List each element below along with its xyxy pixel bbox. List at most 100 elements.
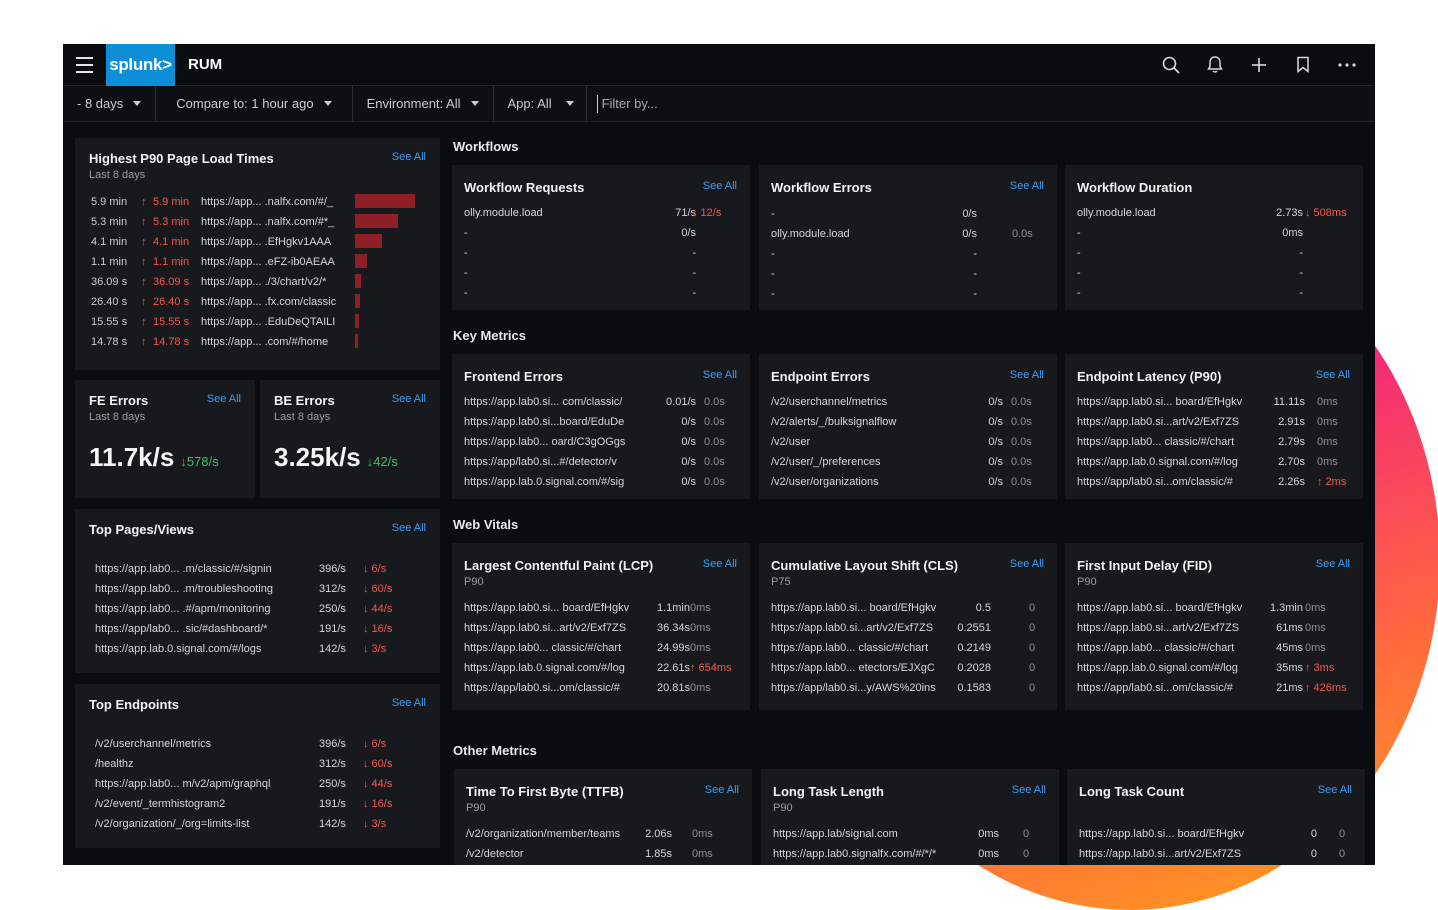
see-all-link[interactable]: See All xyxy=(1009,369,1044,381)
metric-row[interactable]: https://app/lab0.si...om/classic/# 2.26s ↑… xyxy=(1065,476,1363,496)
page-row[interactable]: https://app/lab0... .sic/#dashboard/* 191… xyxy=(75,623,440,643)
metric-row[interactable]: - 0/s xyxy=(759,208,1057,228)
metric-row[interactable]: https://app.lab0.si...board/EduDe 0/s 0.0s xyxy=(452,416,750,436)
see-all-link[interactable]: See All xyxy=(1011,784,1046,796)
row-rate: 396/s xyxy=(319,738,346,750)
page-row[interactable]: https://app.lab0... .m/troubleshooting 31… xyxy=(75,583,440,603)
metric-row[interactable]: https://app.lab0.si... board/EfHgkv 1.3mi… xyxy=(1065,602,1363,622)
metric-row[interactable]: - 0/s xyxy=(452,227,750,247)
metric-row[interactable]: -- xyxy=(759,288,1057,308)
metric-row[interactable]: /v2/alerts/_/bulksignalflow 0/s 0.0s xyxy=(759,416,1057,436)
metric-row[interactable]: -- xyxy=(452,267,750,287)
metric-row[interactable]: https://app.lab0.si... board/EfHgkv 0 0 xyxy=(1067,828,1365,848)
endpoint-row[interactable]: /v2/event/_termhistogram2 191/s ↓ 16/s xyxy=(75,798,440,818)
p90-row[interactable]: 1.1 min ↑ 1.1 min https://app... .eFZ-ib0AE… xyxy=(75,254,440,276)
metric-row[interactable]: https://app.lab0.si... board/EfHgkv 1.1mi… xyxy=(452,602,750,622)
metric-row[interactable]: https://app/lab0.si...om/classic/# 21ms ↑ … xyxy=(1065,682,1363,702)
see-all-link[interactable]: See All xyxy=(702,558,737,570)
metric-row[interactable]: -- xyxy=(452,247,750,267)
metric-row[interactable]: /v2/organization/member/teams 2.06s 0ms xyxy=(454,828,752,848)
see-all-link[interactable]: See All xyxy=(391,697,426,709)
environment-dropdown[interactable]: Environment: All xyxy=(353,85,494,122)
see-all-link[interactable]: See All xyxy=(391,522,426,534)
search-icon[interactable] xyxy=(1149,44,1193,86)
metric-row[interactable]: https://app.lab0... classic/#/chart 2.79s… xyxy=(1065,436,1363,456)
metric-row[interactable]: https://app.lab0... oard/C3gOGgs 0/s 0.0s xyxy=(452,436,750,456)
page-row[interactable]: https://app.lab0... .m/classic/#/signin 3… xyxy=(75,563,440,583)
metric-row[interactable]: https://app.lab0.si...art/v2/Exf7ZS 0.255… xyxy=(759,622,1057,642)
metric-row[interactable]: https://app.lab.0.signal.com/#/log 35ms ↑ … xyxy=(1065,662,1363,682)
bell-icon[interactable] xyxy=(1193,44,1237,86)
endpoint-row[interactable]: /v2/organization/_/org=limits-list 142/s ↓… xyxy=(75,818,440,838)
metric-row[interactable]: https://app.lab0... classic/#/chart 0.214… xyxy=(759,642,1057,662)
p90-row[interactable]: 14.78 s ↑ 14.78 s https://app... .com/#/hom… xyxy=(75,334,440,356)
metric-row[interactable]: https://app.lab.0.signal.com/#/log 2.70s 0… xyxy=(1065,456,1363,476)
metric-row[interactable]: https://app.lab/signal.com 0ms 0 xyxy=(761,828,1059,848)
metric-row[interactable]: /v2/detector 1.85s 0ms xyxy=(454,848,752,865)
metric-row[interactable]: olly.module.load 71/s ↓ 12/s xyxy=(452,207,750,227)
metric-row[interactable]: https://app/lab0.si...y/AWS%20ins 0.1583 0 xyxy=(759,682,1057,702)
endpoint-row[interactable]: /healthz 312/s ↓ 60/s xyxy=(75,758,440,778)
p90-row[interactable]: 5.3 min ↑ 5.3 min https://app... .nalfx.com… xyxy=(75,214,440,236)
p90-row[interactable]: 36.09 s ↑ 36.09 s https://app... ./3/chart/… xyxy=(75,274,440,296)
plus-icon[interactable] xyxy=(1237,44,1281,86)
metric-row[interactable]: https://app.lab0.si...art/v2/Exf7ZS 36.34… xyxy=(452,622,750,642)
metric-row[interactable]: https://app.lab0.si... board/EfHgkv 11.11… xyxy=(1065,396,1363,416)
splunk-logo[interactable]: splunk> xyxy=(106,44,175,86)
p90-row[interactable]: 5.9 min ↑ 5.9 min https://app... .nalfx.com… xyxy=(75,194,440,216)
metric-row[interactable]: /v2/userchannel/metrics 0/s 0.0s xyxy=(759,396,1057,416)
see-all-link[interactable]: See All xyxy=(1009,558,1044,570)
p90-row[interactable]: 26.40 s ↑ 26.40 s https://app... .fx.com/cl… xyxy=(75,294,440,316)
p90-row[interactable]: 4.1 min ↑ 4.1 min https://app... .EfHgkv1AA… xyxy=(75,234,440,256)
see-all-link[interactable]: See All xyxy=(1315,558,1350,570)
metric-row[interactable]: -- xyxy=(1065,287,1363,307)
metric-row[interactable]: https://app.lab0.si...art/v2/Exf7ZS 61ms 0… xyxy=(1065,622,1363,642)
metric-row[interactable]: https://app.lab0.signalfx.com/#/*/* 0ms 0 xyxy=(761,848,1059,865)
see-all-link[interactable]: See All xyxy=(206,393,241,405)
metric-row[interactable]: https://app.lab0.si... board/EfHgkv 0.5 0 xyxy=(759,602,1057,622)
app-dropdown[interactable]: App: All xyxy=(494,85,587,122)
row-name: https://app.lab.0.signal.com/#/log xyxy=(464,662,625,674)
bookmark-icon[interactable] xyxy=(1281,44,1325,86)
p90-row[interactable]: 15.55 s ↑ 15.55 s https://app... .EduDeQTAI… xyxy=(75,314,440,336)
metric-row[interactable]: https://app.lab0.si...art/v2/Exf7ZS 0 0 xyxy=(1067,848,1365,865)
metric-row[interactable]: -- xyxy=(452,287,750,307)
menu-icon[interactable] xyxy=(63,44,106,86)
metric-row[interactable]: https://app/lab0.si...#/detector/v 0/s 0.0… xyxy=(452,456,750,476)
compare-dropdown[interactable]: Compare to: 1 hour ago xyxy=(156,85,353,122)
metric-row[interactable]: https://app.lab.0.signal.com/#/log 22.61s… xyxy=(452,662,750,682)
metric-row[interactable]: https://app.lab0... classic/#/chart 45ms 0… xyxy=(1065,642,1363,662)
metric-row[interactable]: olly.module.load 0/s 0.0s xyxy=(759,228,1057,248)
endpoint-row[interactable]: /v2/userchannel/metrics 396/s ↓ 6/s xyxy=(75,738,440,758)
metric-row[interactable]: -- xyxy=(1065,247,1363,267)
see-all-link[interactable]: See All xyxy=(1317,784,1352,796)
page-row[interactable]: https://app.lab0... .#/apm/monitoring 250… xyxy=(75,603,440,623)
metric-row[interactable]: - 0ms xyxy=(1065,227,1363,247)
row-delta: 0ms xyxy=(692,848,713,860)
metric-row[interactable]: https://app.lab0... etectors/EJXgC 0.2028… xyxy=(759,662,1057,682)
endpoint-row[interactable]: https://app.lab0... m/v2/apm/graphql 250/… xyxy=(75,778,440,798)
time-range-dropdown[interactable]: - 8 days xyxy=(63,85,157,122)
metric-row[interactable]: -- xyxy=(759,248,1057,268)
metric-row[interactable]: https://app/lab0.si...om/classic/# 20.81s… xyxy=(452,682,750,702)
metric-row[interactable]: /v2/user 0/s 0.0s xyxy=(759,436,1057,456)
filter-input[interactable]: Filter by... xyxy=(596,94,658,113)
metric-row[interactable]: /v2/user/organizations 0/s 0.0s xyxy=(759,476,1057,496)
see-all-link[interactable]: See All xyxy=(702,180,737,192)
metric-row[interactable]: https://app.lab0.si...art/v2/Exf7ZS 2.91s… xyxy=(1065,416,1363,436)
metric-row[interactable]: -- xyxy=(1065,267,1363,287)
metric-row[interactable]: https://app.lab0... classic/#/chart 24.99… xyxy=(452,642,750,662)
metric-row[interactable]: https://app.lab0.si... com/classic/0.01/… xyxy=(452,396,750,416)
see-all-link[interactable]: See All xyxy=(391,151,426,163)
see-all-link[interactable]: See All xyxy=(702,369,737,381)
page-row[interactable]: https://app.lab.0.signal.com/#/logs 142/s… xyxy=(75,643,440,663)
metric-row[interactable]: https://app.lab.0.signal.com/#/sig 0/s 0.0… xyxy=(452,476,750,496)
metric-row[interactable]: olly.module.load 2.73s ↓ 508ms xyxy=(1065,207,1363,227)
more-icon[interactable] xyxy=(1325,44,1369,86)
metric-row[interactable]: /v2/user/_/preferences 0/s 0.0s xyxy=(759,456,1057,476)
see-all-link[interactable]: See All xyxy=(704,784,739,796)
metric-row[interactable]: -- xyxy=(759,268,1057,288)
see-all-link[interactable]: See All xyxy=(1315,369,1350,381)
see-all-link[interactable]: See All xyxy=(1009,180,1044,192)
see-all-link[interactable]: See All xyxy=(391,393,426,405)
